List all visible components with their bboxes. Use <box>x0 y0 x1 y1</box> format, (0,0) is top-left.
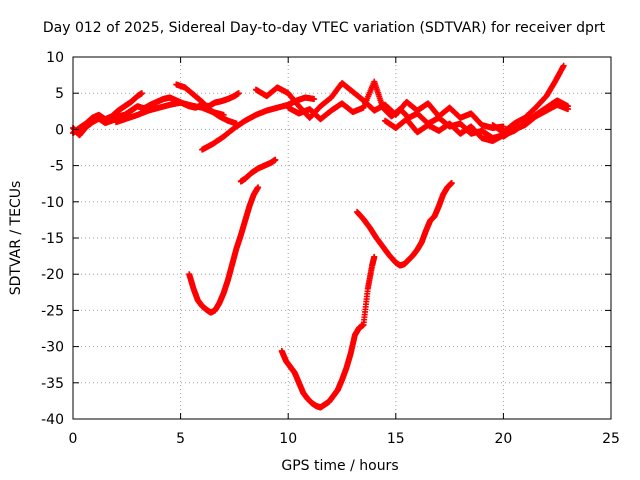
data-points <box>70 62 571 411</box>
y-tick-label: 0 <box>55 122 64 138</box>
x-tick-label: 15 <box>387 431 405 447</box>
y-tick-label: -40 <box>41 412 64 428</box>
data-point <box>371 253 378 260</box>
x-axis-ticks: 0 5 10 15 20 25 <box>69 57 620 447</box>
y-tick-label: -35 <box>41 376 64 392</box>
y-tick-label: -5 <box>50 159 64 175</box>
grid-lines <box>73 57 611 419</box>
y-axis-ticks: 10 5 0 -5 -10 -15 -20 -25 -30 -35 -40 <box>41 50 611 428</box>
y-tick-label: -15 <box>41 231 64 247</box>
data-point <box>311 95 318 102</box>
y-axis-label: SDTVAR / TECUs <box>8 181 24 296</box>
data-point <box>448 179 455 186</box>
data-series-14 <box>354 179 455 269</box>
data-point <box>560 62 567 69</box>
y-tick-label: 10 <box>46 50 64 66</box>
data-point <box>255 184 262 191</box>
y-tick-label: -30 <box>41 340 64 356</box>
y-tick-label: -25 <box>41 303 64 319</box>
data-point <box>500 123 507 130</box>
x-tick-label: 0 <box>69 431 78 447</box>
data-point <box>272 156 279 163</box>
data-series-3 <box>113 99 227 126</box>
data-series-13 <box>278 253 378 411</box>
x-tick-label: 5 <box>176 431 185 447</box>
data-series-4 <box>173 81 240 127</box>
x-axis-label: GPS time / hours <box>281 458 398 474</box>
data-series-10 <box>500 101 571 140</box>
data-point <box>564 106 571 113</box>
x-tick-label: 10 <box>279 431 297 447</box>
x-tick-label: 20 <box>494 431 512 447</box>
data-point <box>138 90 145 97</box>
y-tick-label: -20 <box>41 267 64 283</box>
y-tick-label: -10 <box>41 195 64 211</box>
data-series-12 <box>237 156 279 185</box>
data-point <box>235 90 242 97</box>
data-series-9 <box>489 62 567 136</box>
x-tick-label: 25 <box>602 431 620 447</box>
data-series-11 <box>186 184 262 316</box>
chart-title: Day 012 of 2025, Sidereal Day-to-day VTE… <box>43 20 606 36</box>
y-tick-label: 5 <box>55 86 64 102</box>
